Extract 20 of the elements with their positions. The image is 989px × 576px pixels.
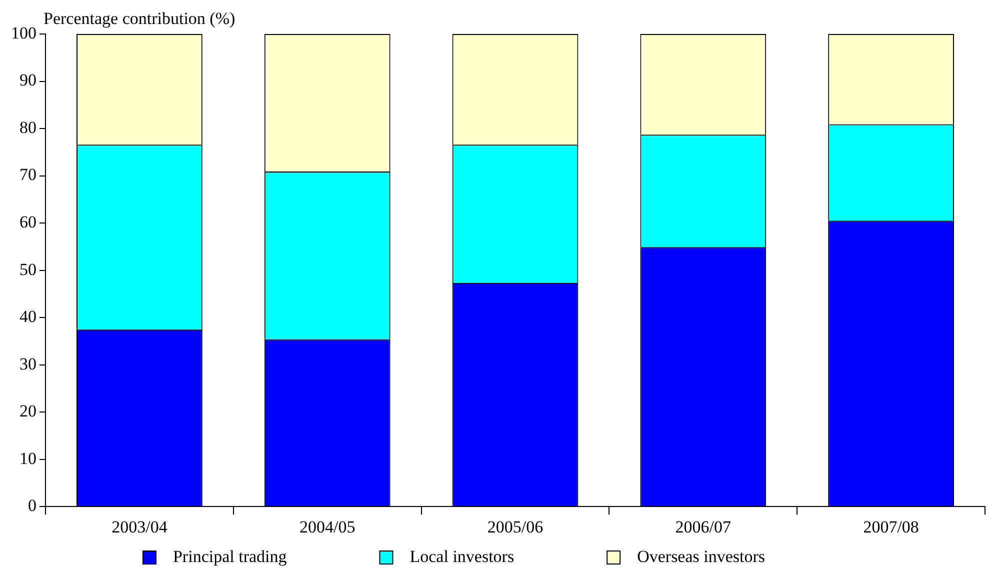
y-tick-label: 90 xyxy=(20,70,36,90)
y-tick-label: 50 xyxy=(20,260,36,279)
y-tick-label: 20 xyxy=(20,402,36,421)
y-tick-label: 10 xyxy=(20,448,36,468)
x-tick-label: 2005/06 xyxy=(487,517,544,536)
legend-label: Principal trading xyxy=(164,546,372,566)
y-tick-label: 30 xyxy=(20,354,36,374)
legend-label: Local investors xyxy=(401,546,600,566)
y-axis-title: Percentage contribution (%) xyxy=(44,8,236,28)
x-tick-label: 2003/04 xyxy=(112,517,168,536)
x-tick-label: 2007/08 xyxy=(863,517,919,536)
x-tick-label: 2006/07 xyxy=(675,517,732,536)
y-tick-label: 80 xyxy=(20,118,36,137)
x-tick-label: 2004/05 xyxy=(299,517,356,536)
y-tick-label: 40 xyxy=(20,307,36,326)
y-tick-label: 100 xyxy=(11,23,36,42)
y-tick-label: 70 xyxy=(20,165,36,184)
y-tick-label: 0 xyxy=(28,496,36,516)
y-tick-label: 60 xyxy=(20,212,36,232)
legend-label: Overseas investors xyxy=(628,546,850,566)
